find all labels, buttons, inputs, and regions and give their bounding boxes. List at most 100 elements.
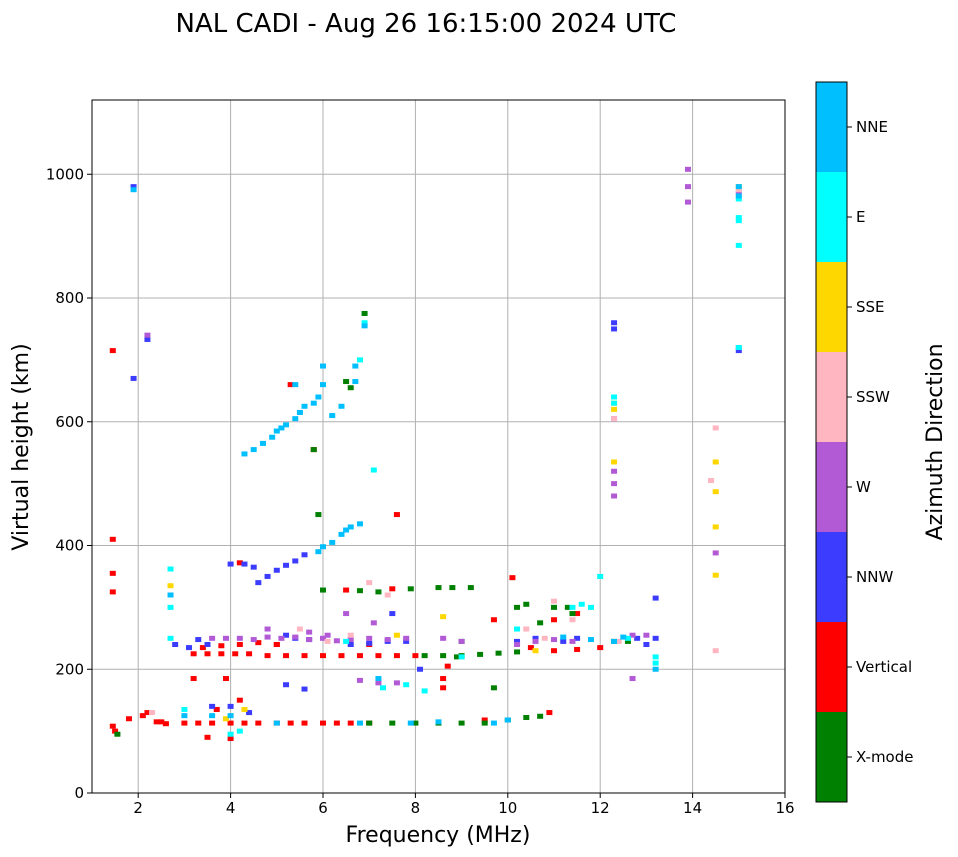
data-point <box>283 632 290 638</box>
data-point <box>356 588 363 594</box>
data-point <box>597 645 604 651</box>
data-point <box>361 323 368 329</box>
data-point <box>712 524 719 530</box>
data-point <box>218 651 225 657</box>
data-point <box>421 653 428 659</box>
data-point <box>333 720 340 726</box>
data-point <box>181 713 188 719</box>
data-point <box>186 645 193 651</box>
data-point <box>712 489 719 495</box>
data-point <box>458 654 465 660</box>
data-point <box>569 617 576 623</box>
data-point <box>435 585 442 591</box>
data-point <box>527 645 534 651</box>
data-point <box>264 626 271 632</box>
data-point <box>329 413 336 419</box>
data-point <box>195 637 202 643</box>
data-point <box>624 638 631 644</box>
data-point <box>735 187 742 193</box>
data-point <box>551 648 557 654</box>
data-point <box>532 635 539 641</box>
data-point <box>541 635 548 641</box>
data-point <box>574 611 581 617</box>
data-point <box>611 320 618 326</box>
data-point <box>375 589 382 595</box>
data-point <box>523 715 530 721</box>
data-point <box>250 447 257 453</box>
data-point <box>684 199 691 205</box>
data-point <box>564 604 571 610</box>
data-point <box>236 635 243 641</box>
colorbar: X-mode Vertical NNW W SSW SSE E NNE <box>815 81 913 803</box>
data-point <box>250 564 257 570</box>
colorbar-segment <box>816 442 847 532</box>
data-point <box>125 716 132 722</box>
data-point <box>144 336 151 342</box>
data-point <box>158 719 165 725</box>
data-point <box>735 242 742 248</box>
data-point <box>199 645 206 651</box>
data-point <box>255 640 262 646</box>
data-point <box>343 527 350 533</box>
data-point <box>611 406 618 412</box>
colorbar-label: Vertical <box>856 658 912 676</box>
data-point <box>481 720 488 726</box>
x-tick-label: 8 <box>411 799 421 817</box>
data-point <box>292 634 299 640</box>
data-points <box>109 166 742 742</box>
data-point <box>338 403 345 409</box>
data-point <box>109 570 116 576</box>
data-point <box>532 648 539 654</box>
data-point <box>735 190 742 196</box>
data-point <box>329 539 336 545</box>
data-point <box>449 585 456 591</box>
data-point <box>222 716 229 722</box>
data-point <box>264 653 271 659</box>
data-point <box>167 566 174 572</box>
data-point <box>389 720 396 726</box>
data-point <box>652 660 659 666</box>
data-point <box>587 604 594 610</box>
data-point <box>301 686 308 692</box>
data-point <box>551 598 557 604</box>
data-point <box>712 459 719 465</box>
data-point <box>551 604 557 610</box>
colorbar-frame <box>815 81 848 803</box>
data-point <box>417 666 424 672</box>
data-point <box>509 575 516 581</box>
data-point <box>393 680 400 686</box>
data-point <box>735 196 742 202</box>
data-point <box>278 425 285 431</box>
data-point <box>204 734 211 740</box>
data-point <box>287 720 294 726</box>
data-point <box>292 416 299 422</box>
data-point <box>315 512 322 518</box>
data-point <box>532 638 539 644</box>
data-point <box>611 493 618 499</box>
data-point <box>458 720 465 726</box>
chart-title: NAL CADI - Aug 26 16:15:00 2024 UTC <box>176 9 677 39</box>
data-point <box>190 676 197 682</box>
data-point <box>611 459 618 465</box>
y-axis-ticks: 0 200 400 600 800 1000 <box>46 165 92 802</box>
data-point <box>236 728 243 734</box>
data-point <box>343 379 350 385</box>
data-point <box>712 648 719 654</box>
data-point <box>109 536 116 542</box>
data-point <box>356 521 363 527</box>
data-point <box>652 654 659 660</box>
data-point <box>514 649 521 655</box>
data-point <box>380 685 387 691</box>
y-tick-label: 200 <box>55 660 84 678</box>
data-point <box>421 688 428 694</box>
data-point <box>320 720 326 726</box>
data-point <box>597 573 604 579</box>
data-point <box>273 428 280 434</box>
data-point <box>130 187 137 193</box>
data-point <box>384 592 391 598</box>
data-point <box>343 587 350 593</box>
data-point <box>320 363 326 369</box>
data-point <box>490 685 497 691</box>
data-point <box>347 632 354 638</box>
